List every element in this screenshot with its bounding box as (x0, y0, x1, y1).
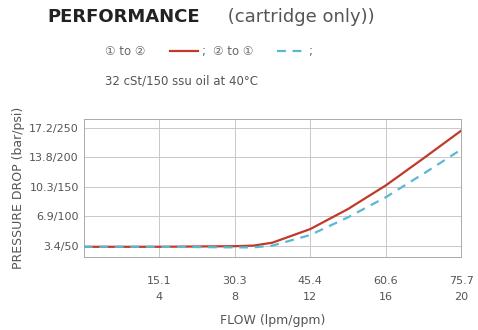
Text: 75.7: 75.7 (449, 276, 474, 285)
Text: 20: 20 (454, 292, 468, 302)
Text: 12: 12 (303, 292, 317, 302)
Text: 45.4: 45.4 (298, 276, 323, 285)
Text: 16: 16 (379, 292, 393, 302)
Text: PERFORMANCE: PERFORMANCE (48, 8, 200, 26)
Text: 32 cSt/150 ssu oil at 40°C: 32 cSt/150 ssu oil at 40°C (105, 74, 258, 87)
Text: FLOW (lpm/gpm): FLOW (lpm/gpm) (220, 314, 325, 327)
Y-axis label: PRESSURE DROP (bar/psi): PRESSURE DROP (bar/psi) (12, 107, 25, 269)
Text: 60.6: 60.6 (373, 276, 398, 285)
Text: 4: 4 (156, 292, 163, 302)
Text: 15.1: 15.1 (147, 276, 172, 285)
Text: ② to ①: ② to ① (213, 45, 253, 58)
Text: 30.3: 30.3 (222, 276, 247, 285)
Text: ;: ; (201, 45, 205, 58)
Text: (cartridge only)): (cartridge only)) (222, 8, 375, 26)
Text: ;: ; (308, 45, 312, 58)
Text: 8: 8 (231, 292, 238, 302)
Text: ① to ②: ① to ② (105, 45, 145, 58)
